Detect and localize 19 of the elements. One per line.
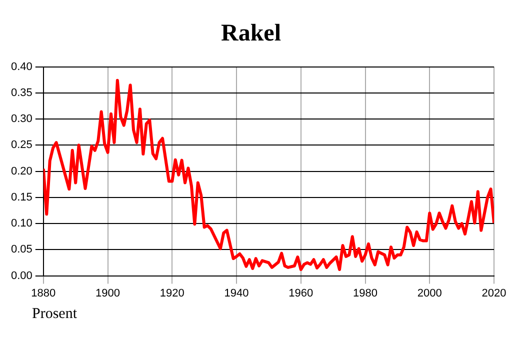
x-tick-label: 1900	[96, 287, 120, 300]
x-tick-label: 2020	[482, 287, 506, 300]
y-tick-label: 0.20	[10, 165, 32, 178]
y-tick-label: 0.40	[10, 60, 32, 73]
x-tick-label: 1960	[288, 287, 314, 300]
y-tick-label: 0.00	[10, 270, 32, 282]
y-tick-label: 0.05	[10, 244, 32, 256]
chart-title: Rakel	[221, 20, 282, 47]
y-tick-label: 0.35	[10, 86, 32, 99]
x-tick-label: 1920	[160, 287, 184, 300]
text: Prosent	[32, 306, 77, 323]
x-tick-label: 2000	[417, 287, 442, 300]
y-tick-label: 0.25	[10, 139, 32, 152]
y-tick-label: 0.15	[10, 191, 32, 204]
y-tick-label: 0.10	[10, 218, 32, 230]
x-tick-label: 1880	[31, 287, 56, 300]
x-tick-label: 1980	[353, 287, 378, 300]
x-tick-label: 1940	[224, 287, 249, 300]
y-tick-label: 0.30	[10, 113, 32, 126]
